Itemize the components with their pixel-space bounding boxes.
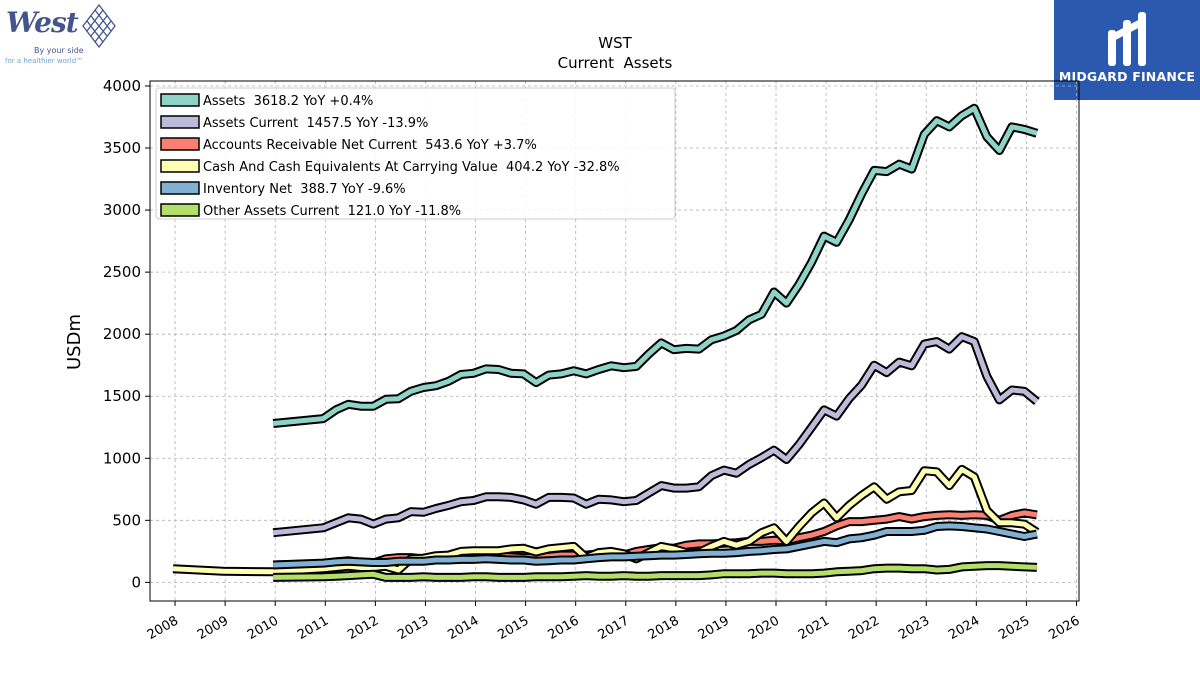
y-tick-label: 3500 <box>103 139 141 157</box>
legend-label: Inventory Net 388.7 YoY -9.6% <box>203 182 406 197</box>
legend-item: Other Assets Current 121.0 YoY -11.8% <box>160 203 461 219</box>
legend-label: Accounts Receivable Net Current 543.6 Yo… <box>203 138 537 153</box>
midgard-finance-logo: MIDGARD FINANCE <box>1054 0 1200 100</box>
series-line <box>272 105 1038 426</box>
series-line-outline <box>272 332 1040 538</box>
x-tick-label: 2015 <box>495 613 531 643</box>
y-tick-label: 1500 <box>103 387 141 405</box>
y-tick-label: 500 <box>112 511 141 529</box>
x-tick-label: 2024 <box>946 613 982 643</box>
legend-swatch <box>160 137 200 151</box>
x-tick-label: 2012 <box>345 613 381 643</box>
west-logo: West By your side for a healthier world™ <box>4 4 116 68</box>
legend-swatch <box>160 93 200 107</box>
x-tick-label: 2009 <box>195 613 231 643</box>
legend-swatch <box>160 159 200 173</box>
legend-item: Assets 3618.2 YoY +0.4% <box>160 93 373 109</box>
y-tick-label: 2000 <box>103 325 141 343</box>
legend-swatch <box>160 115 200 129</box>
legend-label: Assets 3618.2 YoY +0.4% <box>203 94 373 109</box>
x-tick-label: 2026 <box>1046 613 1082 643</box>
y-tick-label: 2500 <box>103 263 141 281</box>
y-tick-label: 4000 <box>103 77 141 95</box>
x-tick-label: 2016 <box>546 613 582 643</box>
y-tick-label: 1000 <box>103 449 141 467</box>
chart-title: WST <box>598 34 632 52</box>
series-line <box>272 334 1039 536</box>
series-4 <box>273 521 1038 570</box>
x-tick-label: 2021 <box>796 613 832 643</box>
legend: Assets 3618.2 YoY +0.4% Assets Current 14… <box>155 87 676 220</box>
legend-label: Other Assets Current 121.0 YoY -11.8% <box>203 204 461 219</box>
x-tick-label: 2017 <box>596 613 632 643</box>
series-line <box>273 563 1037 580</box>
west-diamond-icon <box>82 4 116 48</box>
legend-swatch <box>160 203 200 217</box>
legend-item: Accounts Receivable Net Current 543.6 Yo… <box>160 137 537 153</box>
x-tick-label: 2014 <box>445 613 481 643</box>
legend-item: Cash And Cash Equivalents At Carrying Va… <box>160 159 620 175</box>
x-tick-label: 2025 <box>996 613 1032 643</box>
legend-label: Cash And Cash Equivalents At Carrying Va… <box>203 160 620 175</box>
x-tick-label: 2013 <box>395 613 431 643</box>
y-tick-label: 3000 <box>103 201 141 219</box>
legend-label: Assets Current 1457.5 YoY -13.9% <box>203 116 428 131</box>
legend-box <box>155 87 676 220</box>
legend-item: Inventory Net 388.7 YoY -9.6% <box>160 181 406 197</box>
x-tick-label: 2022 <box>846 613 882 643</box>
legend-item: Assets Current 1457.5 YoY -13.9% <box>160 115 428 131</box>
series-0 <box>272 103 1039 428</box>
midgard-emblem-icon <box>1108 12 1146 66</box>
y-tick-label: 0 <box>131 573 141 591</box>
x-tick-label: 2018 <box>646 613 682 643</box>
series-line <box>273 523 1038 568</box>
series-lines <box>172 103 1040 582</box>
plot-area-frame <box>149 80 1080 602</box>
west-logo-wordmark: West <box>6 6 79 39</box>
series-1 <box>272 332 1040 538</box>
x-tick-label: 2011 <box>295 613 331 643</box>
midgard-logo-text: MIDGARD FINANCE <box>1058 69 1196 84</box>
x-tick-label: 2020 <box>746 613 782 643</box>
x-tick-label: 2010 <box>245 613 281 643</box>
legend-swatch <box>160 181 200 195</box>
x-tick-label: 2023 <box>896 613 932 643</box>
y-axis-label: USDm <box>64 314 85 370</box>
west-logo-tagline-2: for a healthier world™ <box>5 57 84 65</box>
x-tick-label: 2008 <box>145 613 181 643</box>
series-5 <box>273 561 1038 582</box>
x-tick-label: 2019 <box>696 613 732 643</box>
west-logo-tagline: By your side <box>34 46 84 55</box>
chart-subtitle: Current Assets <box>558 54 673 72</box>
